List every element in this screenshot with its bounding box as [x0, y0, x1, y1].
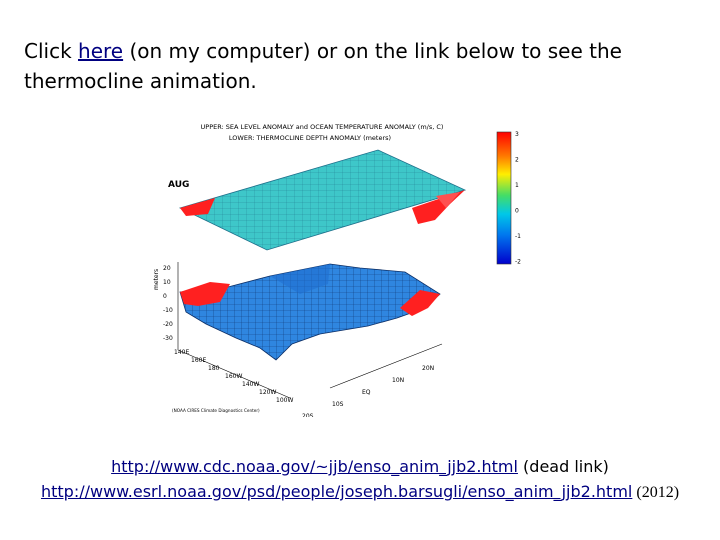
lower-warm-patch-east: [400, 290, 440, 316]
z-axis-tick: -20: [163, 321, 173, 328]
here-link[interactable]: here: [78, 39, 124, 63]
z-axis-tick: -30: [163, 335, 173, 342]
z-axis-tick: 0: [163, 293, 167, 300]
longitude-tick: 140W: [242, 381, 259, 388]
intro-paragraph: Click here (on my computer) or on the li…: [24, 36, 704, 96]
links-block: http://www.cdc.noaa.gov/~jjb/enso_anim_j…: [0, 454, 720, 505]
upper-warm-patch-west: [180, 198, 215, 216]
colorbar-tick: 1: [515, 182, 519, 189]
colorbar-tick: 3: [515, 131, 519, 138]
colorbar-tick: -2: [515, 259, 521, 266]
figure-title-line1: UPPER: SEA LEVEL ANOMALY and OCEAN TEMPE…: [201, 123, 444, 131]
latitude-tick: EQ: [362, 389, 371, 396]
intro-suffix: (on my computer) or on the link below to…: [24, 39, 622, 93]
longitude-tick: 160E: [191, 357, 206, 364]
month-label: AUG: [168, 180, 189, 190]
latitude-tick: 20N: [422, 365, 434, 372]
longitude-tick: 160W: [225, 373, 242, 380]
cdc-link-line: http://www.cdc.noaa.gov/~jjb/enso_anim_j…: [0, 454, 720, 479]
thermocline-figure: UPPER: SEA LEVEL ANOMALY and OCEAN TEMPE…: [150, 112, 540, 420]
esrl-link[interactable]: http://www.esrl.noaa.gov/psd/people/jose…: [40, 482, 633, 501]
esrl-link-note: (2012): [632, 484, 680, 501]
figure-credit: (NOAA CIRES Climate Diagnostics Center): [172, 408, 260, 413]
thermocline-plot: UPPER: SEA LEVEL ANOMALY and OCEAN TEMPE…: [153, 123, 521, 420]
longitude-tick: 120W: [259, 389, 276, 396]
colorbar-tick: -1: [515, 233, 521, 240]
z-axis-label: meters: [153, 269, 160, 290]
intro-prefix: Click: [24, 39, 79, 63]
longitude-tick: 140E: [174, 349, 189, 356]
colorbar-tick: 0: [515, 208, 519, 215]
esrl-link-line: http://www.esrl.noaa.gov/psd/people/jose…: [0, 479, 720, 505]
z-axis-tick: 10: [163, 279, 171, 286]
longitude-tick: 100W: [276, 397, 293, 404]
colorbar: 3 2 1 0 -1 -2: [496, 131, 521, 266]
cdc-link-note: (dead link): [517, 457, 609, 476]
z-axis-tick: -10: [163, 307, 173, 314]
upper-surface: [178, 149, 467, 251]
lower-surface: [179, 263, 441, 361]
lower-warm-patch-west: [180, 282, 230, 306]
figure-title-line2: LOWER: THERMOCLINE DEPTH ANOMALY (meters…: [229, 134, 391, 142]
cdc-link[interactable]: http://www.cdc.noaa.gov/~jjb/enso_anim_j…: [111, 457, 518, 476]
colorbar-tick: 2: [515, 157, 519, 164]
longitude-tick: 180: [208, 365, 220, 372]
latitude-tick: 10S: [332, 401, 344, 408]
z-axis-tick: 20: [163, 265, 171, 272]
latitude-tick: 10N: [392, 377, 404, 384]
latitude-tick: 20S: [302, 413, 314, 417]
